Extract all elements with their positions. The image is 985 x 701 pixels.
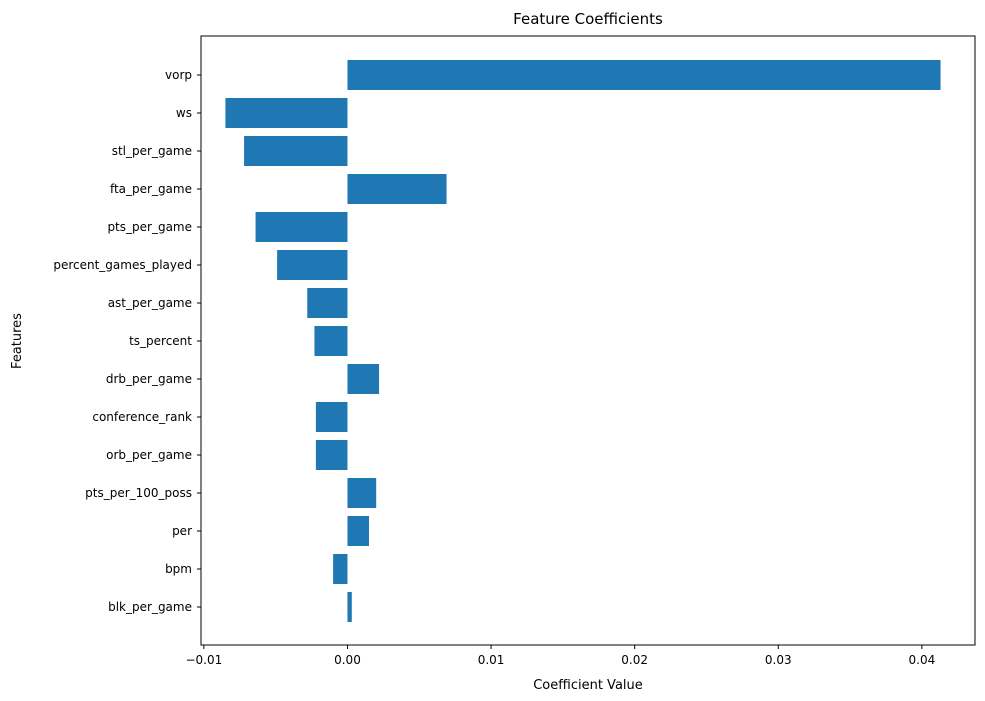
bar-drb-per-game [347,364,380,394]
bar-per [347,516,370,546]
bar-percent-games-played [277,250,348,280]
y-tick-label-vorp: vorp [165,68,192,82]
chart-title: Feature Coefficients [513,10,663,28]
y-tick-label-ws: ws [176,106,192,120]
y-tick-label-ast-per-game: ast_per_game [108,296,192,310]
x-axis-label: Coefficient Value [533,678,643,693]
bar-conference-rank [315,402,348,432]
x-tick-label-4: 0.03 [765,653,792,667]
x-tick-label-1: 0.00 [334,653,361,667]
y-tick-label-fta-per-game: fta_per_game [110,182,192,196]
bar-blk-per-game [347,592,352,622]
y-tick-label-bpm: bpm [165,562,192,576]
y-tick-label-per: per [172,524,192,538]
y-tick-label-percent-games-played: percent_games_played [53,258,192,272]
y-tick-label-blk-per-game: blk_per_game [108,600,192,614]
y-tick-label-drb-per-game: drb_per_game [106,372,192,386]
x-tick-label-3: 0.02 [621,653,648,667]
y-axis-label: Features [10,313,25,369]
bar-ws [225,98,348,128]
bar-ast-per-game [307,288,348,318]
bar-pts-per-100-poss [347,478,377,508]
x-tick-label-2: 0.01 [478,653,505,667]
bar-orb-per-game [315,440,348,470]
y-tick-label-orb-per-game: orb_per_game [106,448,192,462]
y-tick-label-pts-per-game: pts_per_game [107,220,192,234]
bar-fta-per-game [347,174,447,204]
x-tick-label-0: −0.01 [185,653,222,667]
bar-stl-per-game [244,136,348,166]
plot-frame [200,35,976,646]
y-tick-label-stl-per-game: stl_per_game [112,144,192,158]
y-tick-label-ts-percent: ts_percent [129,334,192,348]
bar-ts-percent [314,326,348,356]
x-tick-label-5: 0.04 [909,653,936,667]
bar-bpm [333,554,348,584]
bar-vorp [347,60,941,90]
y-tick-label-conference-rank: conference_rank [92,410,192,424]
y-tick-label-pts-per-100-poss: pts_per_100_poss [85,486,192,500]
bar-pts-per-game [255,212,348,242]
plot-area: vorp ws stl_per_game fta_per_game pts_per_ga… [53,35,976,667]
